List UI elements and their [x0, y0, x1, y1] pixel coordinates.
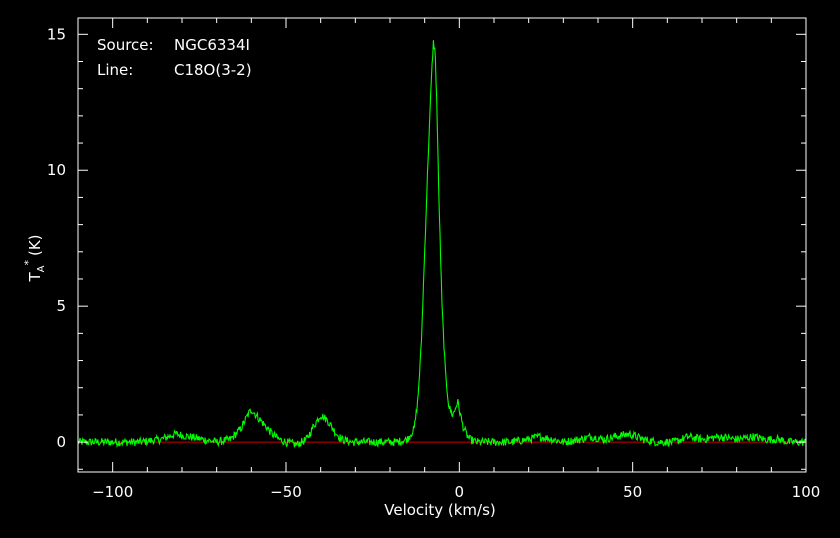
y-axis-label-main: T	[26, 272, 44, 283]
svg-text:TA*(K): TA* (K)	[22, 234, 47, 282]
plot-area	[77, 40, 807, 449]
x-tick-label: −50	[270, 483, 302, 501]
x-axis-label: Velocity (km/s)	[384, 501, 495, 519]
plot-frame	[77, 17, 807, 473]
y-axis-label-unit: (K)	[26, 234, 44, 256]
axis-ticks	[77, 18, 807, 472]
y-tick-label: 15	[47, 25, 66, 43]
y-tick-label: 10	[47, 161, 66, 179]
y-axis-label-superscript: *	[22, 260, 35, 266]
x-tick-label: 50	[623, 483, 642, 501]
y-tick-label: 0	[56, 433, 66, 451]
spectrum-line	[77, 40, 807, 449]
line-label: Line:	[97, 61, 133, 79]
x-tick-label: 0	[455, 483, 465, 501]
axes-frame	[77, 17, 807, 473]
y-tick-label: 5	[56, 297, 66, 315]
line-value: C18O(3-2)	[174, 61, 252, 79]
x-tick-label: 100	[792, 483, 821, 501]
y-axis-label: TA* (K)	[22, 234, 47, 282]
y-axis-label-subscript: A	[36, 265, 47, 272]
source-value: NGC6334I	[174, 36, 250, 54]
tick-labels: −100 −50 0 50 100 0 5 10 15	[47, 25, 820, 501]
source-label: Source:	[97, 36, 154, 54]
x-tick-label: −100	[92, 483, 133, 501]
